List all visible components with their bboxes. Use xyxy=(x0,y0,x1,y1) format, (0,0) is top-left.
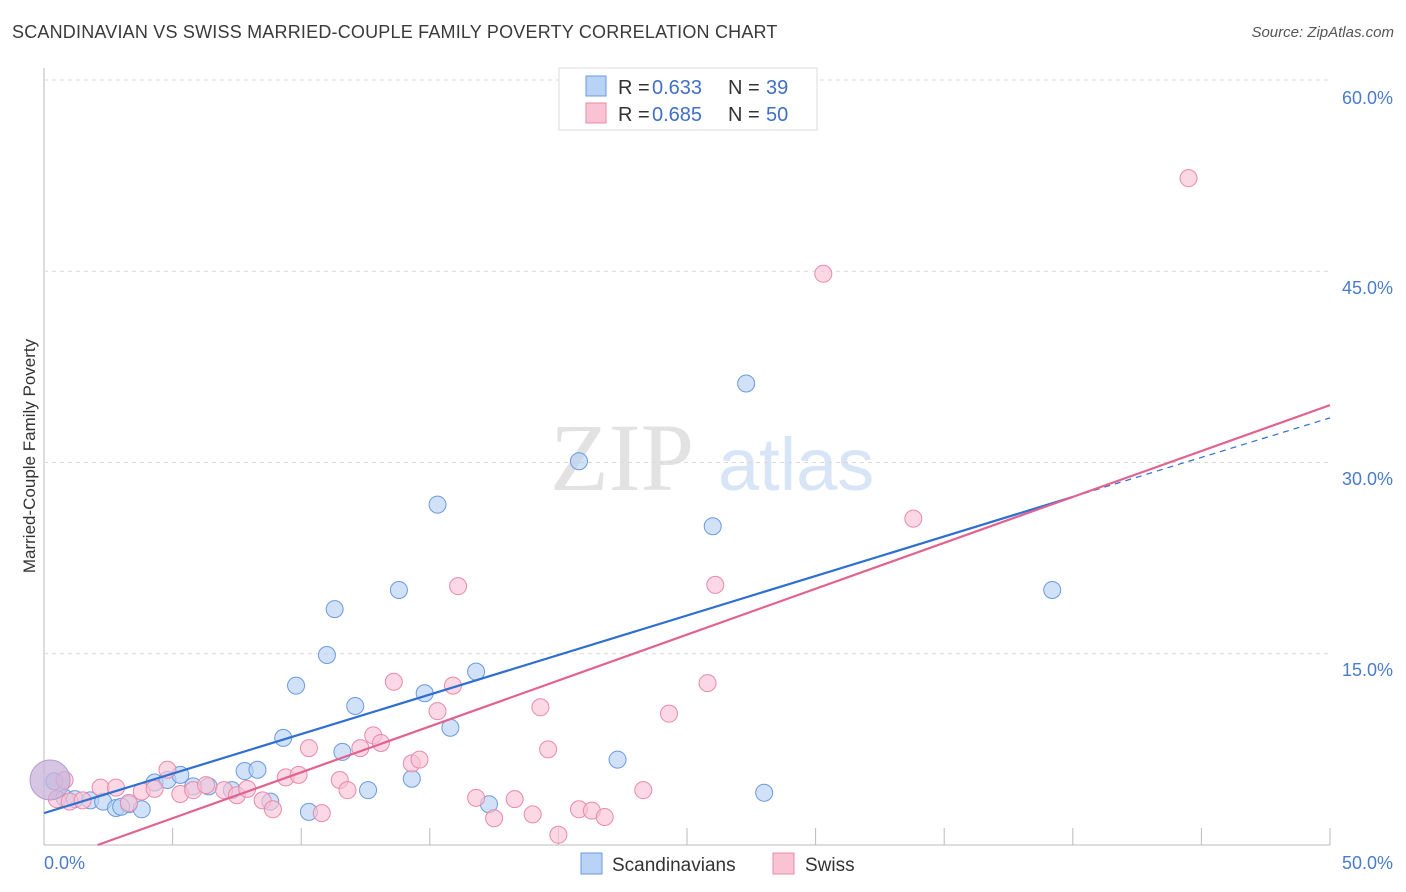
bottom-legend-swatch-swiss xyxy=(772,852,795,875)
swiss-point-5 xyxy=(119,793,138,812)
swiss-trend-line xyxy=(97,404,1331,847)
swiss-point-43 xyxy=(659,704,678,723)
swiss-point-47 xyxy=(904,509,923,528)
scandinavians-point-34 xyxy=(703,517,722,536)
legend-r-label-0: R = xyxy=(618,77,650,99)
source-label: Source: ZipAtlas.com xyxy=(1251,24,1394,41)
scandinavians-trend-extension xyxy=(1072,417,1331,498)
scandinavians-point-18 xyxy=(287,676,306,695)
scandinavians-point-24 xyxy=(359,781,378,800)
legend-r-label-1: R = xyxy=(618,104,650,126)
bottom-legend-scandinavians: Scandinavians xyxy=(612,855,736,876)
swiss-point-20 xyxy=(312,804,331,823)
scandinavians-point-20 xyxy=(317,646,336,665)
scandinavians-point-15 xyxy=(248,760,267,779)
legend-swatch-scandinavians xyxy=(585,75,607,97)
swiss-point-7 xyxy=(145,779,164,798)
scandinavians-trend-line xyxy=(43,495,1074,815)
x-tick-label-max: 50.0% xyxy=(1342,853,1393,873)
x-tick-marks xyxy=(172,828,1331,845)
swiss-point-19 xyxy=(299,739,318,758)
swiss-point-33 xyxy=(485,809,504,828)
trend-lines xyxy=(43,404,1331,847)
swiss-point-26 xyxy=(384,672,403,691)
swiss-point-46 xyxy=(814,264,833,283)
legend-box: R = 0.633 N = 39 R = 0.685 N = 50 xyxy=(558,67,818,131)
scandinavians-point-36 xyxy=(755,783,774,802)
swiss-point-22 xyxy=(338,781,357,800)
swiss-point-28 xyxy=(410,750,429,769)
swiss-point-45 xyxy=(706,575,725,594)
legend-r-value-1: 0.685 xyxy=(652,104,702,126)
y-tick-label-30: 30.0% xyxy=(1342,469,1393,489)
scandinavians-point-21 xyxy=(325,600,344,619)
swiss-point-31 xyxy=(449,577,468,596)
swiss-point-42 xyxy=(634,781,653,800)
swiss-point-11 xyxy=(197,776,216,795)
legend-n-value-0: 39 xyxy=(766,77,788,99)
chart-title: SCANDINAVIAN VS SWISS MARRIED-COUPLE FAM… xyxy=(12,22,778,42)
swiss-point-29 xyxy=(428,702,447,721)
swiss-point-34 xyxy=(505,790,524,809)
legend-swatch-swiss xyxy=(585,102,607,124)
y-tick-label-60: 60.0% xyxy=(1342,88,1393,108)
scandinavians-point-28 xyxy=(428,495,447,514)
scandinavians-point-32 xyxy=(569,452,588,471)
grid-lines xyxy=(44,79,1330,655)
scandinavians-point-26 xyxy=(402,769,421,788)
y-axis-label: Married-Couple Family Poverty xyxy=(20,338,39,573)
swiss-point-37 xyxy=(539,740,558,759)
scandinavians-point-23 xyxy=(346,697,365,716)
y-tick-label-45: 45.0% xyxy=(1342,278,1393,298)
scandinavians-point-25 xyxy=(389,581,408,599)
swiss-point-35 xyxy=(523,805,542,824)
y-tick-label-15: 15.0% xyxy=(1342,660,1393,680)
legend-r-value-0: 0.633 xyxy=(652,77,702,99)
watermark-atlas: atlas xyxy=(718,423,874,506)
bottom-legend-swatch-scandinavians xyxy=(580,852,603,875)
swiss-point-32 xyxy=(467,788,486,807)
legend-n-label-0: N = xyxy=(728,77,760,99)
bottom-legend-swiss: Swiss xyxy=(805,855,855,876)
scandinavians-point-35 xyxy=(737,374,756,393)
swiss-point-44 xyxy=(698,674,717,693)
x-tick-label-min: 0.0% xyxy=(44,853,85,873)
swiss-point-48 xyxy=(1179,169,1198,188)
legend-n-value-1: 50 xyxy=(766,104,788,126)
scandinavians-point-37 xyxy=(1043,581,1062,599)
swiss-point-36 xyxy=(531,698,550,717)
origin-bubble xyxy=(29,759,71,801)
swiss-point-41 xyxy=(595,807,614,826)
bottom-legend: Scandinavians Swiss xyxy=(580,852,855,876)
swiss-point-38 xyxy=(549,825,568,844)
legend-n-label-1: N = xyxy=(728,104,760,126)
scandinavians-point-33 xyxy=(608,750,627,769)
swiss-point-16 xyxy=(263,800,282,819)
